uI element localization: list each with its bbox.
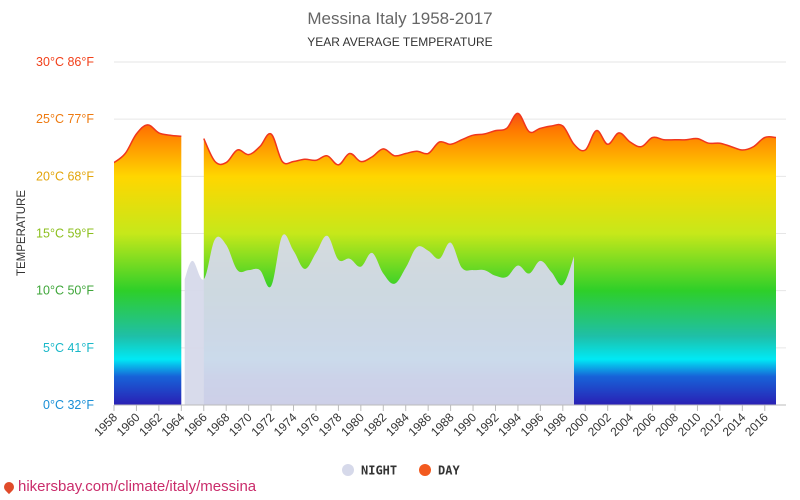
day-series-area [114, 124, 182, 405]
day-series-line [114, 124, 182, 164]
y-tick-label: 20°C 68°F [36, 169, 94, 183]
day-series-line [203, 112, 777, 166]
y-tick-label: 25°C 77°F [36, 112, 94, 126]
x-tick-label: 1982 [361, 410, 390, 439]
chart-subtitle: YEAR AVERAGE TEMPERATURE [307, 35, 492, 49]
night-series-area [596, 225, 765, 405]
x-axis-ticks: 1958196019621964196619681970197219741976… [91, 405, 771, 439]
x-tick-label: 1992 [473, 410, 502, 439]
x-tick-label: 1990 [450, 410, 479, 439]
chart-title: Messina Italy 1958-2017 [307, 9, 492, 28]
legend-marker [342, 464, 354, 476]
x-tick-label: 1964 [159, 410, 188, 439]
location-pin-icon [1, 479, 17, 495]
x-tick-label: 2000 [563, 410, 592, 439]
legend-marker [419, 464, 431, 476]
series-areas [114, 112, 777, 406]
x-tick-label: 1996 [518, 410, 547, 439]
legend-label: DAY [438, 464, 460, 478]
x-tick-label: 1976 [293, 410, 322, 439]
x-tick-label: 1972 [248, 410, 277, 439]
watermark[interactable]: hikersbay.com/climate/italy/messina [1, 478, 257, 495]
x-tick-label: 2012 [697, 410, 726, 439]
night-series-area [184, 234, 574, 405]
x-tick-label: 1986 [406, 410, 435, 439]
x-tick-label: 1962 [136, 410, 165, 439]
y-tick-label: 5°C 41°F [43, 341, 94, 355]
x-tick-label: 2002 [585, 410, 614, 439]
x-tick-label: 1998 [540, 410, 569, 439]
y-axis-label: TEMPERATURE [16, 190, 28, 276]
y-tick-label: 30°C 86°F [36, 55, 94, 69]
x-tick-label: 2010 [675, 410, 704, 439]
x-tick-label: 1980 [338, 410, 367, 439]
x-tick-label: 1970 [226, 410, 255, 439]
x-tick-label: 2004 [607, 410, 636, 439]
x-tick-label: 2016 [742, 410, 771, 439]
legend-label: NIGHT [361, 464, 397, 478]
x-tick-label: 1994 [495, 410, 524, 439]
x-tick-label: 2006 [630, 410, 659, 439]
legend-item-night[interactable]: NIGHT [342, 464, 397, 478]
x-tick-label: 1968 [204, 410, 233, 439]
x-tick-label: 1958 [91, 410, 120, 439]
x-tick-label: 2008 [652, 410, 681, 439]
x-tick-label: 2014 [720, 410, 749, 439]
x-tick-label: 1974 [271, 410, 300, 439]
x-tick-label: 1966 [181, 410, 210, 439]
y-tick-label: 15°C 59°F [36, 227, 94, 241]
legend: NIGHT DAY [342, 464, 460, 478]
y-tick-label: 10°C 50°F [36, 284, 94, 298]
x-tick-label: 1988 [428, 410, 457, 439]
y-axis-ticks: 0°C 32°F 5°C 41°F 10°C 50°F 15°C 59°F 20°C 6… [36, 55, 94, 412]
x-tick-label: 1978 [316, 410, 345, 439]
night-series-area [114, 225, 126, 405]
legend-item-day[interactable]: DAY [419, 464, 460, 478]
watermark-text: hikersbay.com/climate/italy/messina [18, 478, 257, 495]
x-tick-label: 1984 [383, 410, 412, 439]
y-tick-label: 0°C 32°F [43, 398, 94, 412]
x-tick-label: 1960 [114, 410, 143, 439]
